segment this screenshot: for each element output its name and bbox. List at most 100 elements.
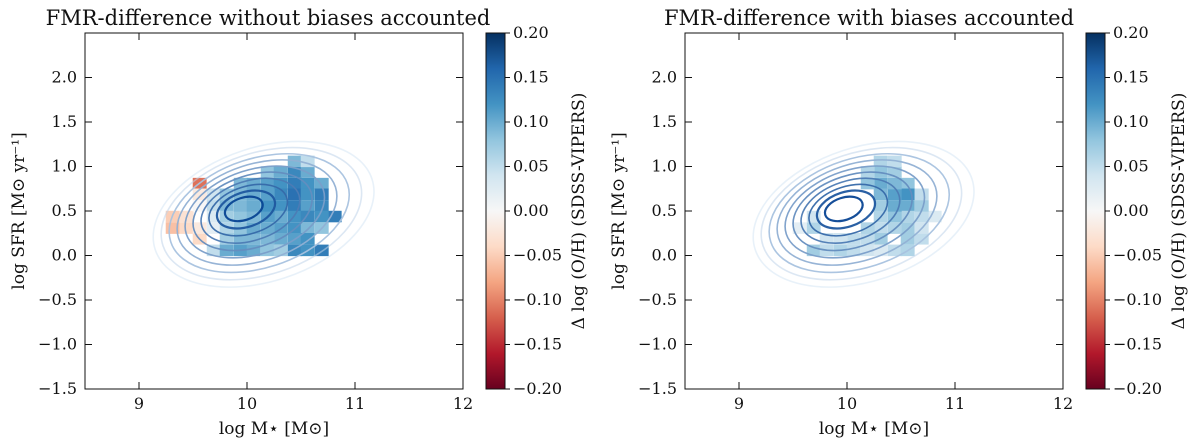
y-tick-label: −1.5 bbox=[638, 379, 677, 398]
colorbar-tick-label: −0.15 bbox=[513, 335, 562, 354]
heatmap-cell bbox=[287, 166, 302, 178]
y-tick-label: 1.0 bbox=[652, 157, 677, 176]
heatmap-cell bbox=[833, 233, 848, 245]
heatmap-cell bbox=[846, 244, 861, 257]
colorbar bbox=[486, 33, 505, 389]
density-contour bbox=[215, 189, 277, 230]
heatmap-cell bbox=[914, 210, 929, 223]
colorbar-tick-label: −0.10 bbox=[1113, 290, 1162, 309]
heatmap-cell bbox=[914, 188, 929, 201]
heatmap-cell bbox=[327, 210, 342, 223]
heatmap-cell bbox=[260, 200, 275, 212]
heatmap-cell bbox=[927, 210, 942, 223]
y-tick-label: −0.5 bbox=[638, 290, 677, 309]
heatmap-cell bbox=[873, 244, 888, 257]
colorbar-tick-label: 0.10 bbox=[1113, 112, 1149, 131]
y-tick-label: −1.0 bbox=[638, 335, 677, 354]
axis-ticks: 9 10 11 12 −1.5 −1.0 −0.5 0.0 0.5 1.0 1.5 2.0 bbox=[38, 33, 473, 413]
heatmap-cell bbox=[273, 200, 288, 212]
colorbar-tick-label: −0.20 bbox=[1113, 379, 1162, 398]
heatmap-cell bbox=[219, 233, 234, 245]
y-tick-label: 0.5 bbox=[52, 201, 77, 220]
heatmap-cell bbox=[873, 200, 888, 212]
density-contour bbox=[752, 140, 975, 288]
colorbar-tick-label: 0.10 bbox=[513, 112, 549, 131]
heatmap-cell bbox=[860, 177, 875, 190]
heatmap-cell bbox=[860, 244, 875, 257]
density-contour bbox=[184, 165, 326, 259]
y-tick-label: 2.0 bbox=[52, 68, 77, 87]
y-tick-label: 0.5 bbox=[652, 201, 677, 220]
heatmap-cell bbox=[246, 188, 261, 201]
y-tick-label: 0.0 bbox=[652, 246, 677, 265]
heatmap-cell bbox=[887, 177, 902, 190]
heatmap-cell bbox=[887, 200, 902, 212]
heatmap-cell bbox=[287, 200, 302, 212]
colorbar-tick-label: −0.05 bbox=[1113, 246, 1162, 265]
heatmap-cell bbox=[273, 244, 288, 257]
heatmap-cell bbox=[846, 233, 861, 245]
heatmap-cell bbox=[192, 222, 207, 234]
heatmap-cell bbox=[300, 188, 315, 201]
heatmap-cells bbox=[792, 155, 942, 257]
chart-title: FMR-difference without biases accounted bbox=[46, 6, 491, 30]
heatmap-cell bbox=[246, 222, 261, 234]
density-contour bbox=[776, 159, 938, 266]
density-contour bbox=[760, 146, 963, 281]
heatmap-cell bbox=[233, 177, 248, 190]
heatmap-cell bbox=[287, 177, 302, 190]
density-contour bbox=[160, 146, 363, 281]
density-contours bbox=[752, 140, 975, 288]
y-tick-label: 1.0 bbox=[52, 157, 77, 176]
heatmap-cell bbox=[300, 233, 315, 245]
heatmap-cell bbox=[314, 188, 329, 201]
y-axis-label: log SFR [M⊙ yr⁻¹] bbox=[609, 132, 629, 289]
heatmap-cell bbox=[900, 177, 915, 190]
colorbar-tick-label: 0.05 bbox=[1113, 157, 1149, 176]
panel-with-biases: FMR-difference with biases accounted 9 10… bbox=[609, 6, 1189, 439]
colorbar-ticks: 0.20 0.15 0.10 0.05 0.00 −0.05 −0.10 −0.15 −0.20 bbox=[1105, 23, 1162, 398]
colorbar-tick-label: 0.20 bbox=[1113, 23, 1149, 42]
density-contour bbox=[808, 183, 889, 237]
heatmap-cell bbox=[900, 188, 915, 201]
heatmap-cell bbox=[900, 210, 915, 223]
density-contour bbox=[784, 165, 926, 259]
x-axis-label: log M⋆ [M⊙] bbox=[819, 419, 929, 439]
x-tick-label: 11 bbox=[345, 394, 365, 413]
density-contour bbox=[176, 159, 338, 266]
colorbar-ticks: 0.20 0.15 0.10 0.05 0.00 −0.05 −0.10 −0.15 −0.20 bbox=[505, 23, 562, 398]
y-tick-label: −1.5 bbox=[38, 379, 77, 398]
heatmap-cell bbox=[314, 244, 329, 257]
colorbar-tick-label: −0.15 bbox=[1113, 335, 1162, 354]
x-tick-label: 10 bbox=[237, 394, 257, 413]
heatmap-cell bbox=[246, 200, 261, 212]
heatmap-cell bbox=[900, 200, 915, 212]
heatmap-cell bbox=[300, 200, 315, 212]
colorbar-tick-label: 0.15 bbox=[513, 68, 549, 87]
heatmap-cell bbox=[819, 233, 834, 245]
heatmap-cell bbox=[914, 200, 929, 212]
heatmap-cell bbox=[300, 177, 315, 190]
density-contour bbox=[192, 171, 313, 252]
colorbar-tick-label: −0.05 bbox=[513, 246, 562, 265]
heatmap-cell bbox=[900, 233, 915, 245]
heatmap-cell bbox=[287, 188, 302, 201]
colorbar-tick-label: −0.20 bbox=[513, 379, 562, 398]
y-tick-label: 0.0 bbox=[52, 246, 77, 265]
heatmap-cell bbox=[260, 233, 275, 245]
density-contour bbox=[200, 177, 301, 244]
heatmap-cell bbox=[260, 177, 275, 190]
heatmap-cell bbox=[300, 155, 315, 168]
chart-title: FMR-difference with biases accounted bbox=[664, 6, 1074, 30]
x-tick-label: 10 bbox=[837, 394, 857, 413]
heatmap-cell bbox=[806, 210, 821, 223]
density-contours bbox=[152, 140, 375, 288]
heatmap-cell bbox=[273, 177, 288, 190]
y-tick-label: 1.5 bbox=[52, 112, 77, 131]
heatmap-cell bbox=[246, 244, 261, 257]
density-contour bbox=[792, 171, 913, 252]
heatmap-cell bbox=[806, 244, 821, 257]
colorbar-tick-label: 0.20 bbox=[513, 23, 549, 42]
heatmap-cell bbox=[860, 233, 875, 245]
